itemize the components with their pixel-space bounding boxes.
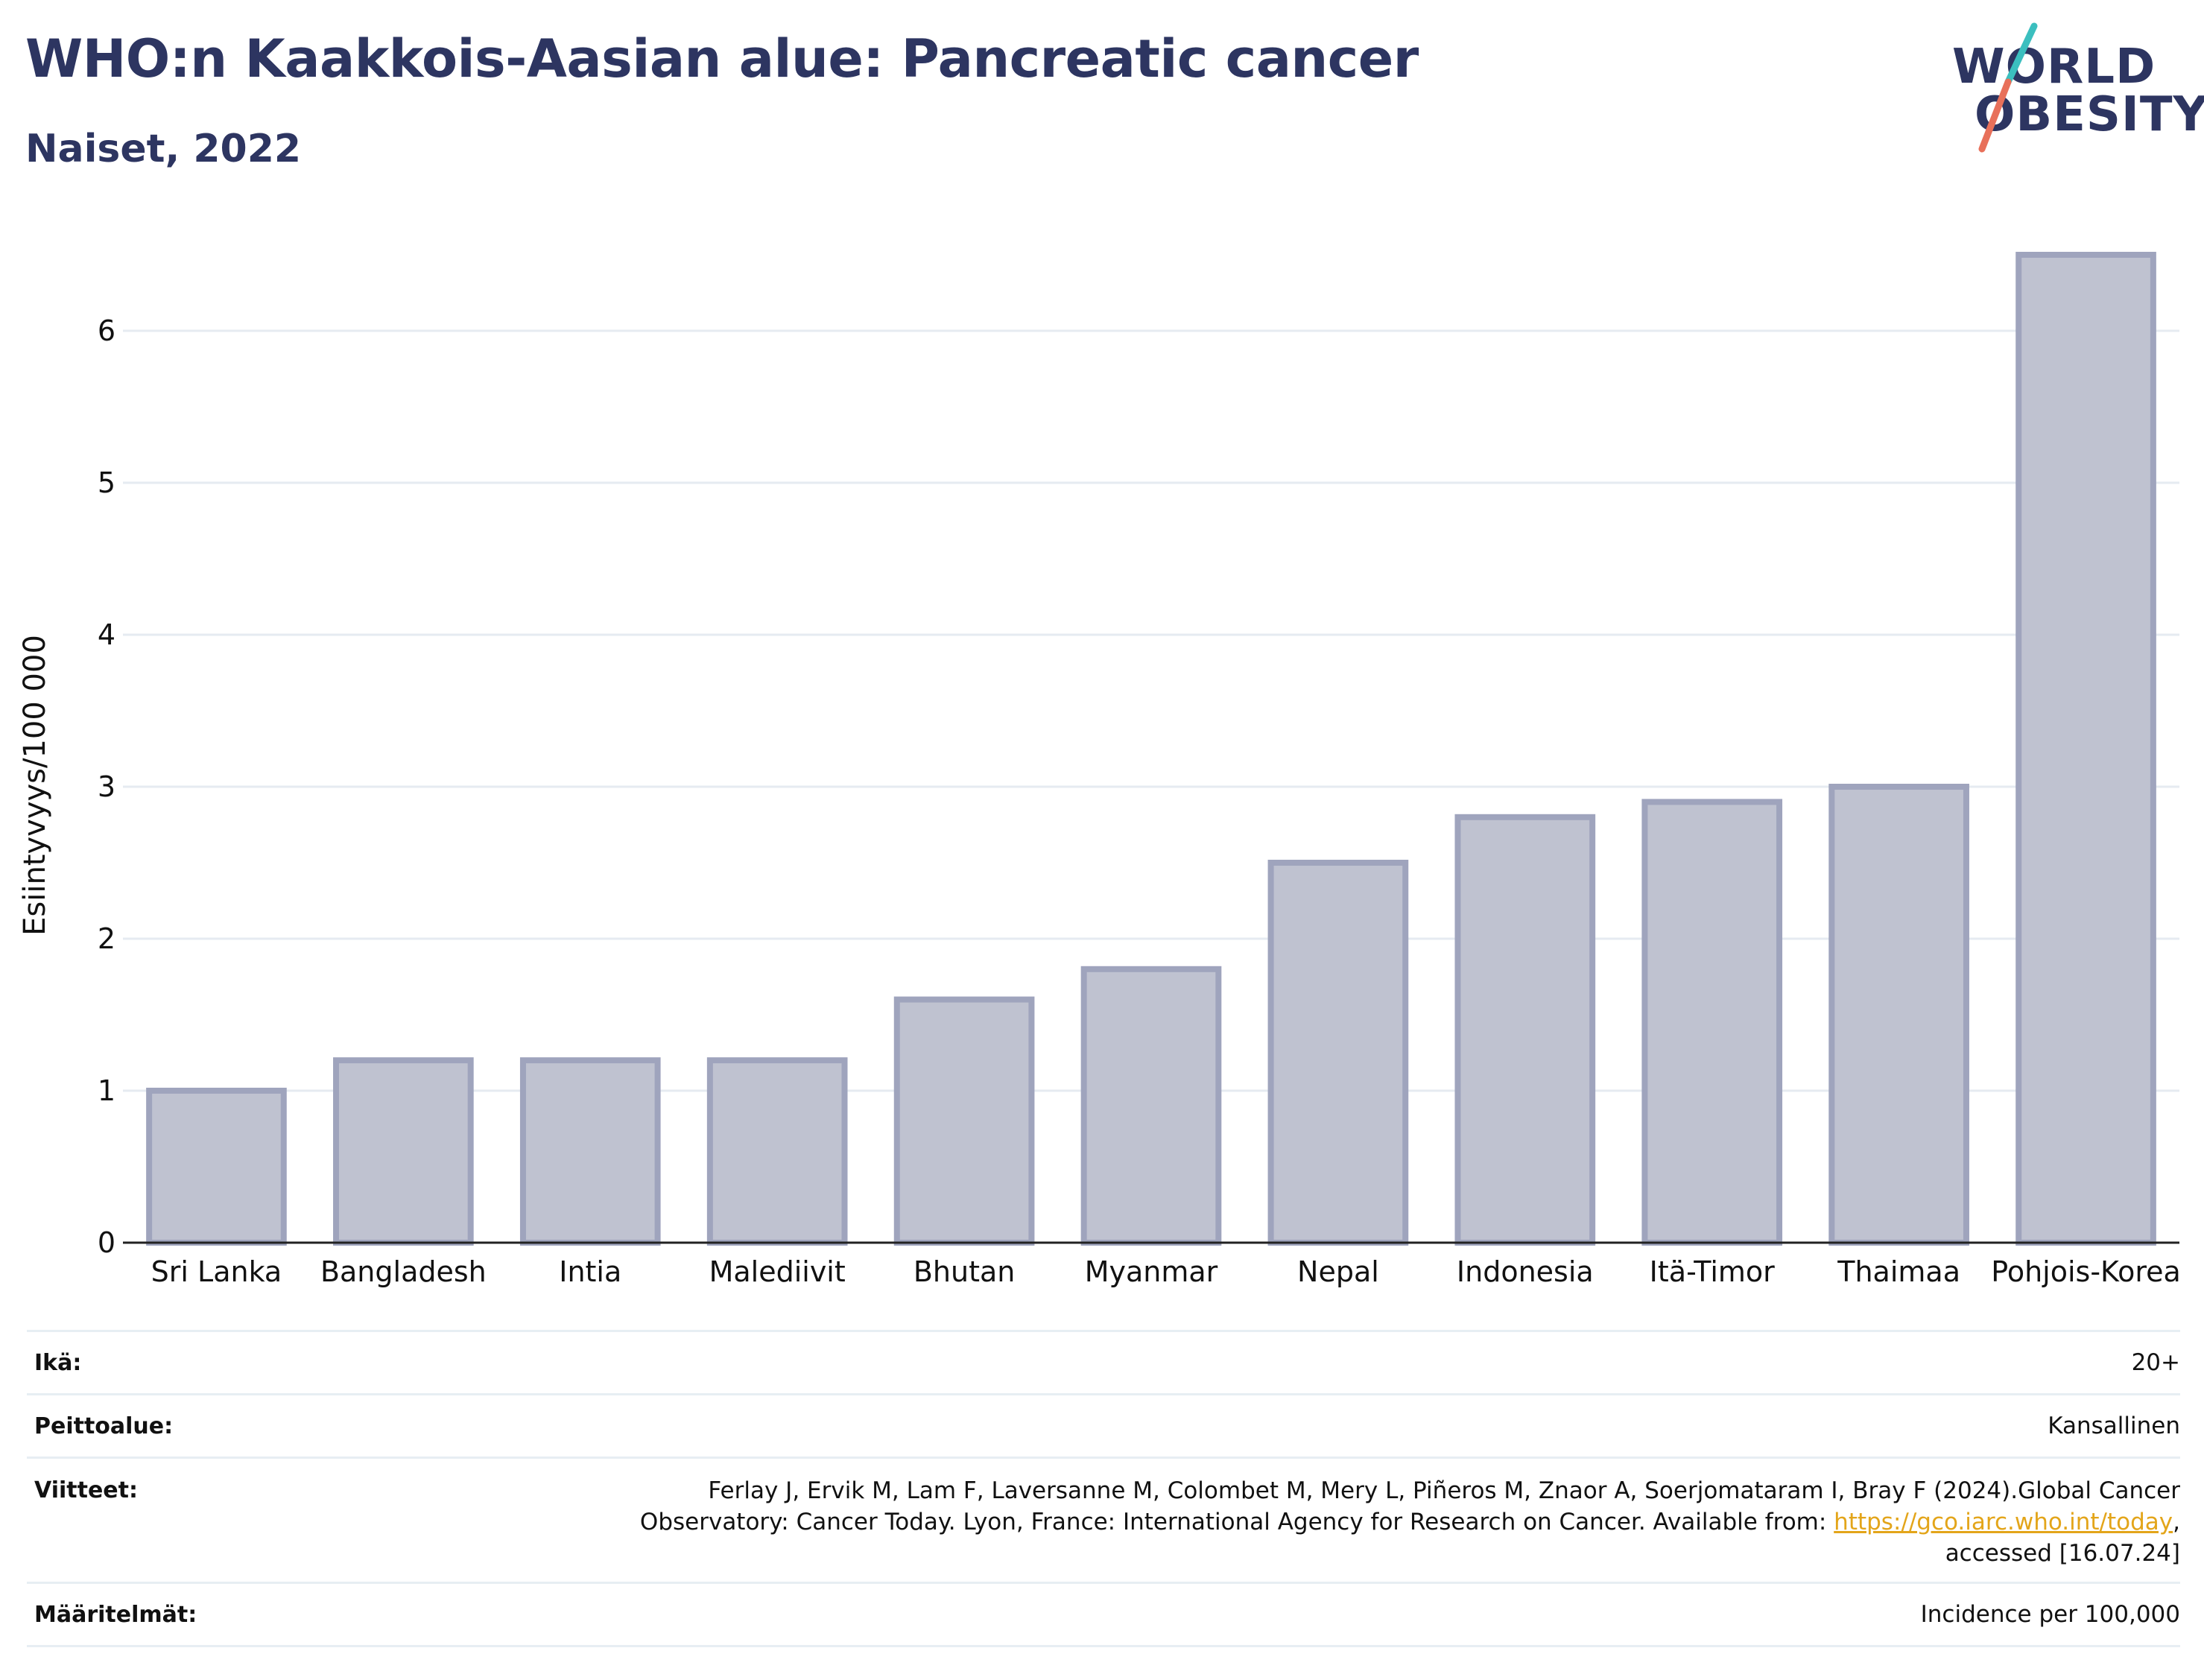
bar[interactable] [1641, 799, 1783, 1246]
world-obesity-logo: WORLD OBESITY [1945, 22, 2204, 156]
meta-row-age: Ikä: 20+ [27, 1330, 2180, 1393]
x-tick-label: Sri Lanka [151, 1255, 282, 1288]
x-tick-label: Bangladesh [320, 1255, 487, 1288]
y-tick-label: 0 [98, 1226, 115, 1259]
coverage-label: Peittoalue: [34, 1413, 174, 1439]
bar[interactable] [1267, 860, 1409, 1246]
logo-slash-icon [1978, 22, 2038, 153]
meta-row-coverage: Peittoalue: Kansallinen [27, 1393, 2180, 1456]
logo-line-1: WORLD [1952, 39, 2156, 95]
meta-row-references: Viitteet: Ferlay J, Ervik M, Lam F, Lave… [27, 1456, 2180, 1582]
bar[interactable] [1454, 814, 1596, 1246]
page-title: WHO:n Kaakkois-Aasian alue: Pancreatic c… [25, 28, 1419, 89]
bars [146, 252, 2156, 1246]
bar[interactable] [1828, 784, 1969, 1246]
y-tick-label: 4 [98, 618, 115, 651]
bar[interactable] [2015, 252, 2156, 1246]
age-value: 20+ [2131, 1349, 2180, 1376]
x-tick-label: Indonesia [1457, 1255, 1594, 1288]
logo-line-2: OBESITY [1975, 87, 2204, 142]
x-tick-label: Malediivit [709, 1255, 846, 1288]
y-tick-label: 2 [98, 922, 115, 955]
age-label: Ikä: [34, 1349, 82, 1376]
y-tick-label: 6 [98, 314, 115, 347]
x-tick-label: Bhutan [913, 1255, 1016, 1288]
meta-row-definitions: Määritelmät: Incidence per 100,000 [27, 1582, 2180, 1647]
bar[interactable] [333, 1057, 474, 1246]
x-axis-ticks: Sri Lanka Bangladesh Intia Malediivit Bhutan… [151, 1255, 2181, 1288]
coverage-value: Kansallinen [2048, 1413, 2180, 1439]
definitions-value: Incidence per 100,000 [1920, 1601, 2180, 1628]
y-tick-label: 5 [98, 466, 115, 499]
x-tick-label: Intia [559, 1255, 621, 1288]
references-value: Ferlay J, Ervik M, Lam F, Laversanne M, … [640, 1475, 2180, 1569]
references-link[interactable]: https://gco.iarc.who.int/today [1834, 1509, 2173, 1535]
x-tick-label: Nepal [1297, 1255, 1379, 1288]
references-line-3: accessed [16.07.24] [1945, 1540, 2180, 1567]
x-tick-label: Thaimaa [1837, 1255, 1960, 1288]
bar[interactable] [706, 1057, 848, 1246]
references-line-2-end: , [2173, 1509, 2180, 1535]
y-axis-ticks: 0 1 2 3 4 5 6 [98, 314, 115, 1259]
y-tick-label: 3 [98, 770, 115, 803]
bar[interactable] [146, 1088, 287, 1246]
metadata-table: Ikä: 20+ Peittoalue: Kansallinen Viittee… [27, 1330, 2180, 1647]
x-tick-label: Myanmar [1085, 1255, 1218, 1288]
references-line-1: Ferlay J, Ervik M, Lam F, Laversanne M, … [708, 1477, 2180, 1504]
definitions-label: Määritelmät: [34, 1601, 197, 1628]
references-line-2-text: Observatory: Cancer Today. Lyon, France:… [639, 1509, 1834, 1535]
bar[interactable] [519, 1057, 661, 1246]
y-axis-title: Esiintyvyys/100 000 [18, 635, 52, 936]
bar[interactable] [1080, 966, 1222, 1246]
y-tick-label: 1 [98, 1074, 115, 1107]
page-subtitle: Naiset, 2022 [25, 127, 302, 171]
bar[interactable] [893, 996, 1035, 1246]
x-tick-label: Pohjois-Korea [1991, 1255, 2181, 1288]
references-line-2: Observatory: Cancer Today. Lyon, France:… [640, 1506, 2180, 1538]
references-label: Viitteet: [34, 1477, 138, 1503]
x-tick-label: Itä-Timor [1650, 1255, 1775, 1288]
bar-chart: 0 1 2 3 4 5 6 Sri Lanka Bangladesh Intia Malediiv… [18, 252, 2181, 1288]
